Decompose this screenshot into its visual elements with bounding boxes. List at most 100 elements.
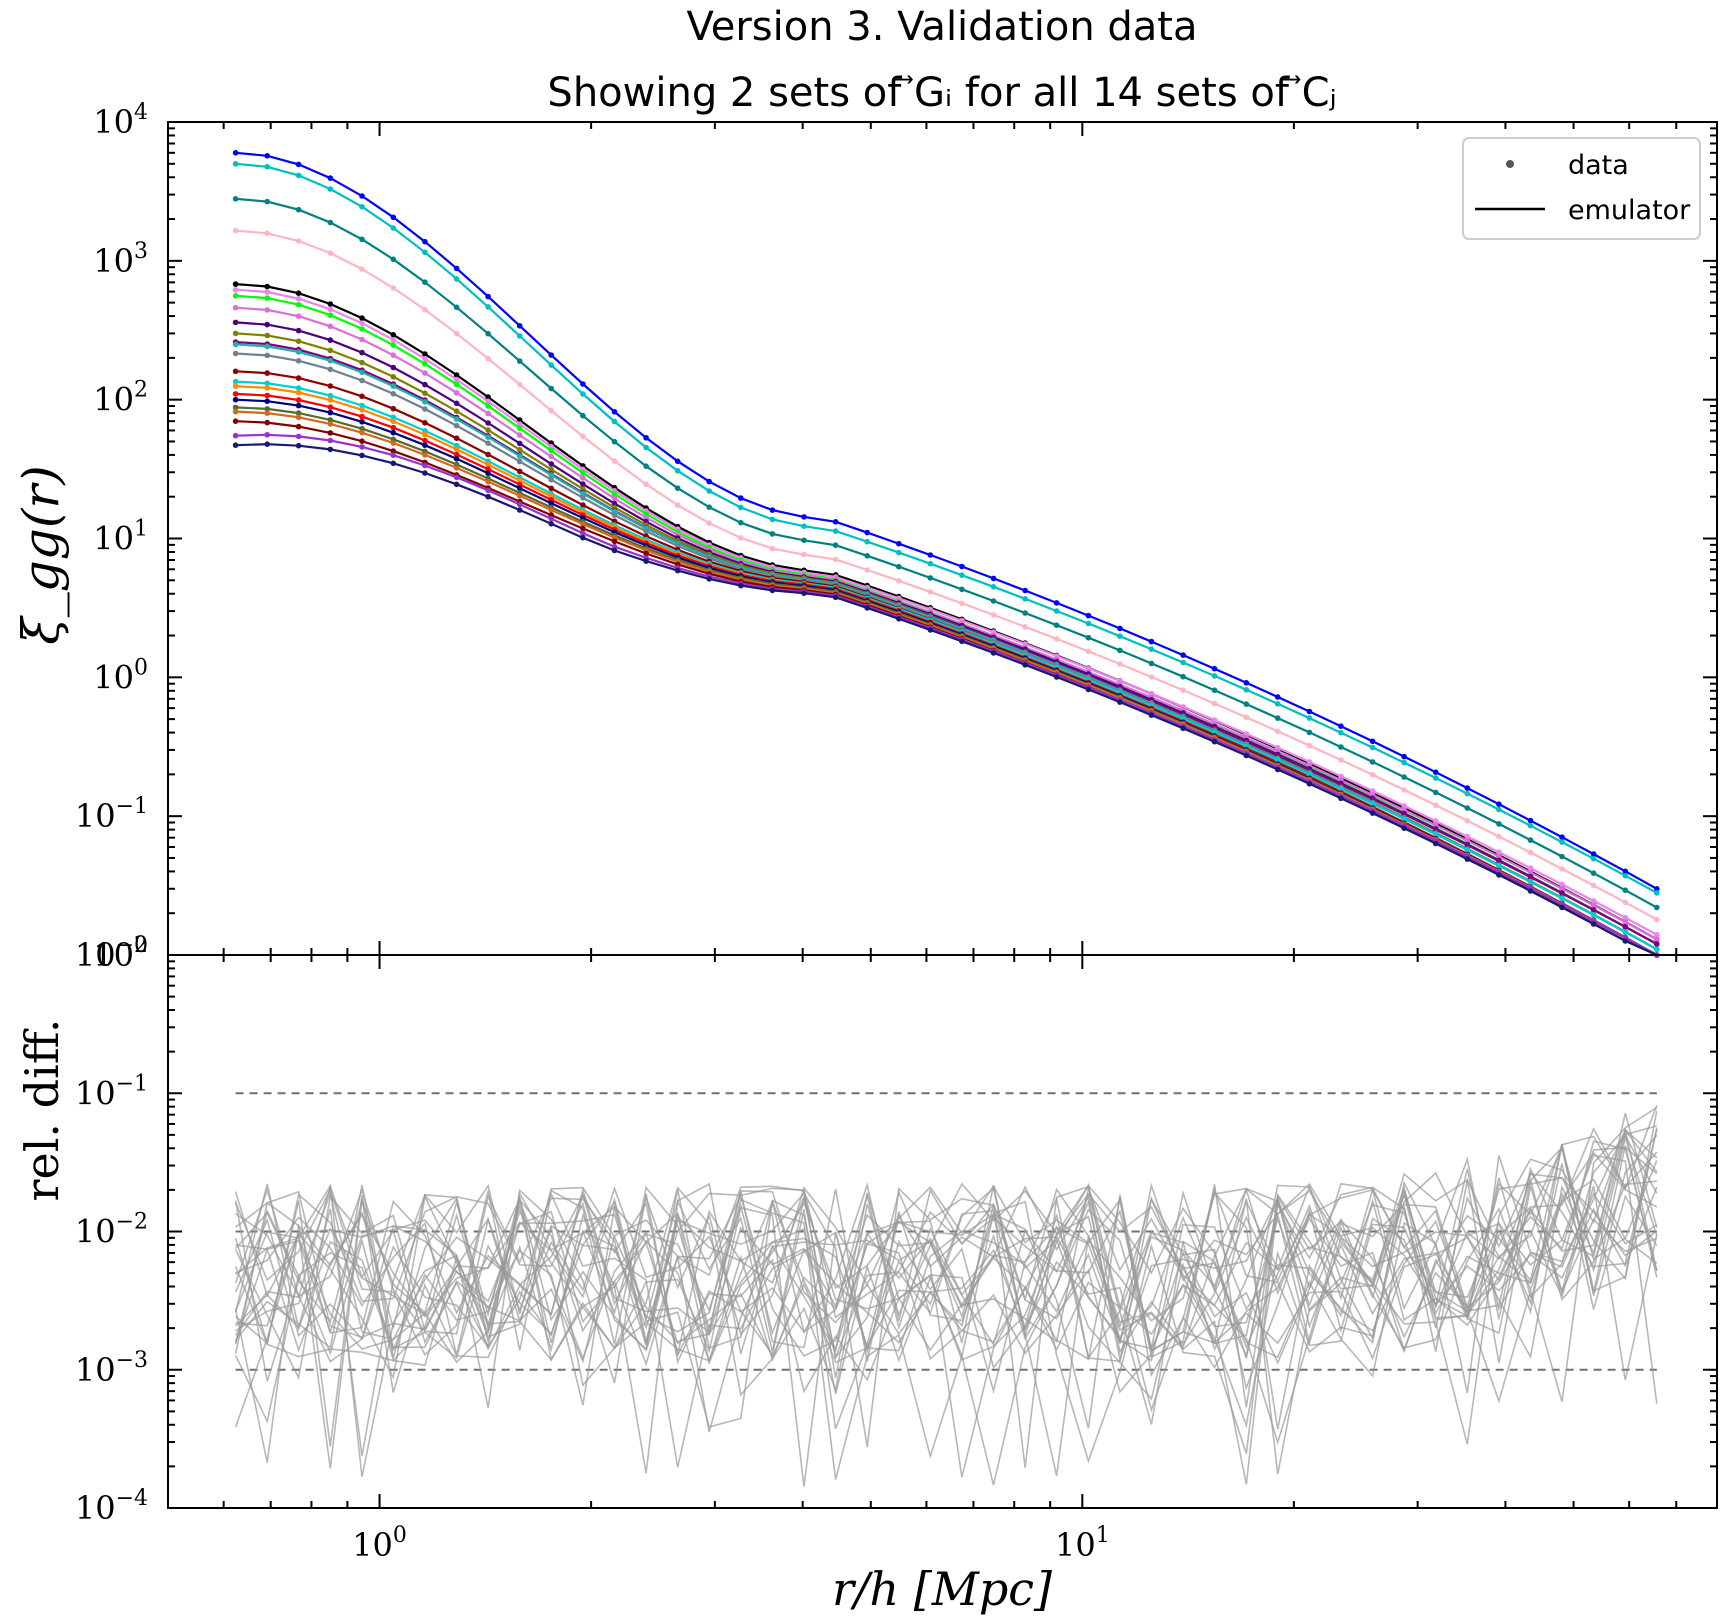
data-point [1464,833,1471,840]
data-point [1654,931,1660,938]
y-tick-label-main: 101 [93,517,148,558]
data-point [927,589,934,595]
data-point [232,383,239,390]
data-point [580,521,586,527]
data-point [422,355,428,362]
data-point [359,438,365,445]
data-point [611,495,618,502]
data-point [548,472,554,478]
series-20 [232,418,1658,957]
data-point [1654,890,1660,896]
data-point [295,410,302,416]
data-point [769,507,776,513]
data-point [264,230,271,237]
data-point [453,265,460,272]
data-point [1622,872,1629,879]
data-point [485,427,491,433]
data-point [548,466,554,473]
data-point [580,412,586,419]
data-point [1211,673,1218,679]
series-21 [232,432,1660,958]
data-point [422,306,428,313]
residual-panel [234,1092,1658,1487]
data-point [643,528,649,535]
data-point [359,204,365,210]
data-point [1527,865,1534,871]
data-point [295,433,302,440]
data-point [738,495,744,501]
data-point [390,352,397,359]
data-point [832,556,839,563]
data-point [390,429,397,436]
data-point [738,504,744,511]
data-point [927,575,934,581]
data-point [453,372,460,378]
data-point [232,286,239,293]
data-point [1180,725,1186,732]
data-point [327,404,334,411]
data-point [1527,874,1534,880]
data-point [801,514,807,520]
data-point [1117,625,1123,632]
series-line-4 [235,283,1658,941]
data-point [1559,866,1565,872]
data-point [1053,622,1060,628]
data-point [453,451,460,458]
data-point [611,458,618,464]
data-point [1053,600,1060,606]
data-point [485,293,491,300]
data-point [738,582,744,589]
data-point [674,458,681,465]
series-16 [232,391,1660,958]
data-point [327,323,334,330]
data-point [896,616,902,622]
data-point [232,341,239,348]
data-point [516,440,523,447]
series-13 [232,368,1660,958]
data-point [1527,822,1534,829]
data-point [453,416,460,422]
data-point [1148,646,1155,652]
series-18 [232,404,1660,958]
data-point [1464,847,1471,853]
data-point [1590,870,1597,876]
data-point [359,359,365,366]
data-point [1496,863,1502,869]
data-point [1274,766,1281,773]
data-point [1590,902,1597,909]
data-point [453,390,460,396]
data-point [516,453,523,459]
data-point [359,193,365,199]
data-point [485,451,491,458]
data-point [864,529,870,536]
data-point [611,512,618,518]
data-point [327,383,334,389]
data-point [453,330,460,337]
data-point [232,150,239,156]
data-point [422,437,428,444]
data-point [611,518,618,524]
legend-marker-data [1506,160,1514,168]
data-point [422,420,428,426]
data-point [548,500,554,507]
data-point [1496,872,1502,878]
data-point [422,381,428,388]
data-point [832,542,839,548]
series-line-9 [235,332,1658,951]
data-point [327,250,334,256]
data-point [1654,941,1660,947]
data-point [1496,853,1502,860]
data-point [485,398,491,405]
data-point [453,381,460,388]
data-point [548,453,554,460]
data-point [1464,790,1471,797]
data-point [1053,608,1060,614]
data-point [1306,729,1313,736]
data-point [422,442,428,449]
residual-line-22 [234,1110,1658,1394]
data-point [611,409,618,415]
data-point [1496,849,1502,855]
data-point [1053,636,1060,642]
data-point [264,295,271,301]
data-point [643,481,649,488]
